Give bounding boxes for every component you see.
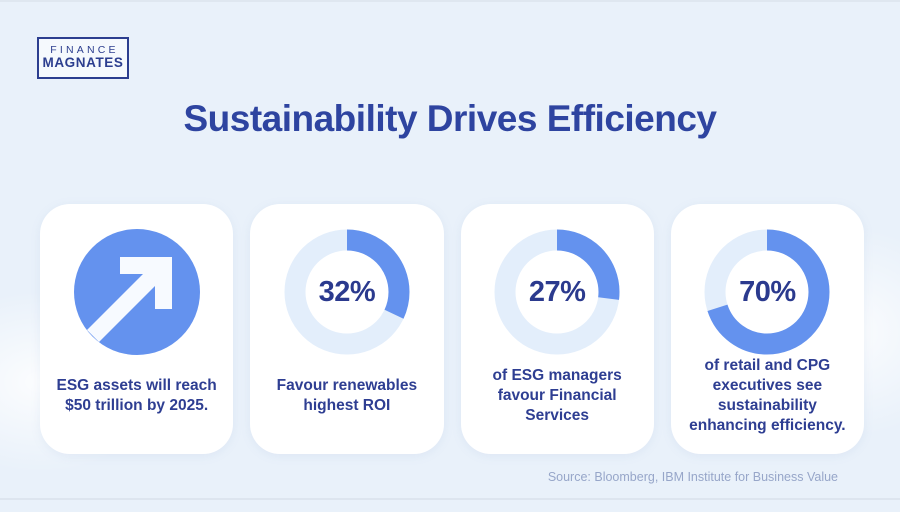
logo-line-magnates: MAGNATES	[42, 55, 124, 71]
trending-up-arrow-icon	[73, 229, 200, 355]
stat-card-esg-assets: ESG assets will reach $50 trillion by 20…	[40, 204, 234, 454]
finance-magnates-logo: FINANCE MAGNATES	[37, 37, 129, 79]
page-title: Sustainability Drives Efficiency	[183, 98, 717, 139]
donut-chart-70: 70%	[703, 228, 831, 356]
stat-card-retail-cpg: 70% of retail and CPG executives see sus…	[670, 204, 864, 454]
stat-card-text: ESG assets will reach $50 trillion by 20…	[56, 376, 217, 414]
donut-chart	[284, 229, 410, 355]
donut-center-value: 27%	[528, 275, 586, 308]
stat-cards-row: ESG assets will reach $50 trillion by 20…	[40, 204, 864, 454]
stat-card-text: Favour renewables highest ROI	[276, 376, 418, 414]
stat-card-text: of ESG managers favour Financial Service…	[492, 366, 622, 425]
stat-card-text: of retail and CPG executives see sustain…	[689, 357, 846, 435]
donut-chart	[704, 229, 830, 355]
stat-card-renewables-roi: 32% Favour renewables highest ROI	[250, 204, 444, 454]
donut-center-value: 32%	[318, 275, 376, 308]
logo-line-finance: FINANCE	[50, 44, 119, 57]
donut-chart-27: 27%	[493, 228, 621, 356]
donut-center-value: 70%	[739, 275, 796, 308]
trending-up-arrow-icon	[73, 228, 201, 356]
donut-chart	[494, 229, 620, 355]
stat-card-esg-managers: 27% of ESG managers favour Financial Ser…	[460, 204, 654, 454]
donut-chart-32: 32%	[283, 228, 411, 356]
source-attribution: Source: Bloomberg, IBM Institute for Bus…	[547, 470, 838, 484]
